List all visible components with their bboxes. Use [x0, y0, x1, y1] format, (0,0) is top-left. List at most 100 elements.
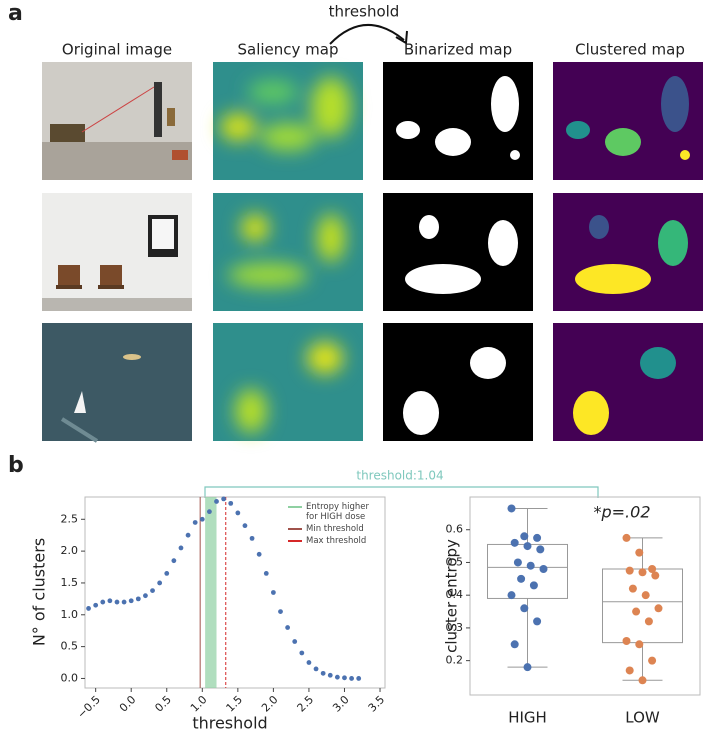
x-tick-label: 2.5	[295, 693, 317, 715]
point	[306, 660, 312, 665]
point	[644, 617, 653, 626]
point	[517, 574, 526, 583]
point	[207, 509, 212, 515]
point	[214, 499, 219, 504]
clustered-map	[553, 62, 703, 180]
point	[128, 598, 134, 604]
legend: Entropy higher for HIGH dose Min thresho…	[288, 502, 380, 548]
x-axis-label: threshold	[192, 714, 267, 733]
point	[625, 566, 634, 575]
x-tick-label: 1.0	[188, 693, 210, 715]
point	[625, 666, 634, 675]
y-axis-label: N° of clusters	[30, 538, 49, 646]
threshold-label: threshold	[329, 3, 400, 21]
point	[622, 637, 631, 645]
saliency-map	[213, 62, 363, 180]
legend-label: Max threshold	[306, 536, 367, 546]
x-tick-label: 3.0	[330, 693, 352, 715]
x-tick-label: −0.5	[75, 693, 103, 721]
point	[510, 538, 519, 547]
y-tick-label: 2.0	[61, 544, 79, 557]
plot-frame	[84, 496, 386, 689]
point	[510, 640, 519, 649]
point	[533, 617, 542, 626]
point	[523, 663, 532, 672]
point	[121, 599, 127, 605]
legend-entry: Min threshold	[288, 524, 380, 534]
point	[270, 590, 276, 595]
y-tick-label: 0.6	[446, 523, 464, 536]
binarized-map	[383, 62, 533, 180]
threshold-band	[205, 497, 217, 688]
x-tick-label: LOW	[625, 709, 660, 727]
point	[299, 650, 305, 656]
point	[157, 580, 163, 586]
point	[507, 591, 516, 600]
point	[539, 565, 548, 573]
box	[602, 568, 683, 644]
point	[313, 666, 319, 672]
point	[143, 593, 148, 599]
point	[100, 599, 106, 605]
column-title: Clustered map	[575, 41, 685, 59]
x-tick-label: 2.0	[259, 693, 281, 715]
point	[114, 599, 120, 605]
point	[327, 672, 333, 678]
plot-frame	[469, 496, 701, 696]
point	[249, 535, 255, 541]
point	[356, 676, 362, 681]
point	[171, 558, 177, 564]
y-tick-label: 1.0	[61, 608, 79, 621]
point	[513, 558, 522, 567]
x-tick-label: 3.5	[366, 693, 388, 715]
photo	[42, 62, 192, 180]
point	[192, 520, 198, 525]
point	[635, 548, 644, 557]
legend-label: Min threshold	[306, 524, 364, 534]
legend-entry: Max threshold	[288, 536, 380, 546]
point	[635, 640, 644, 649]
saliency-map	[213, 323, 363, 441]
point	[150, 588, 155, 593]
point	[242, 523, 248, 529]
point	[292, 639, 298, 644]
binarized-map	[383, 193, 533, 311]
point	[638, 676, 647, 685]
y-tick-label: 1.5	[61, 576, 79, 589]
clustered-map	[553, 193, 703, 311]
point	[523, 542, 532, 551]
point	[520, 604, 529, 613]
panel-label: b	[8, 453, 24, 478]
x-tick-label: 0.5	[152, 693, 174, 715]
point	[320, 670, 326, 676]
point	[235, 510, 241, 516]
point	[654, 604, 663, 613]
point	[285, 625, 291, 630]
legend-swatch	[288, 540, 302, 542]
point	[263, 571, 269, 576]
photo	[42, 323, 192, 443]
arrow-head	[395, 30, 408, 45]
point	[164, 571, 170, 576]
y-tick-label: 0.3	[446, 621, 464, 634]
x-tick-label: HIGH	[508, 709, 547, 727]
column-title: Saliency map	[237, 41, 338, 59]
column-title: Original image	[62, 41, 172, 59]
legend-swatch	[288, 506, 302, 508]
saliency-map	[213, 193, 363, 311]
point	[651, 571, 660, 580]
point	[536, 545, 545, 554]
threshold-annotation: threshold:1.04	[356, 469, 443, 483]
point	[641, 591, 650, 600]
point	[533, 533, 542, 542]
binarized-map	[383, 323, 533, 441]
point	[278, 609, 283, 614]
point	[628, 584, 637, 593]
point	[185, 532, 191, 538]
point	[638, 568, 647, 577]
panel-label: a	[8, 1, 23, 26]
y-tick-label: 0.4	[446, 588, 464, 601]
point	[221, 496, 227, 502]
point	[648, 656, 657, 665]
